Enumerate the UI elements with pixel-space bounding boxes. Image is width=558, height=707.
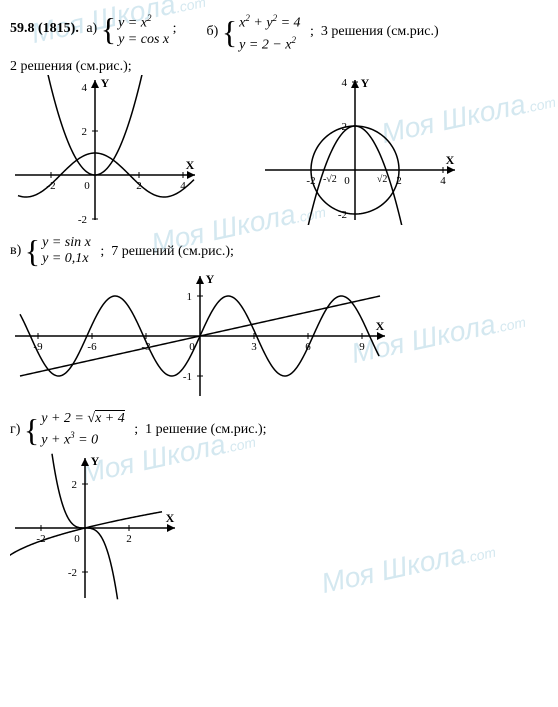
svg-text:0: 0 [74, 533, 80, 545]
part-c-eq1: y = sin x [42, 235, 91, 251]
part-a-eq2: y = cos x [118, 32, 169, 48]
part-d-header: г) { y + 2 = √x + 4 y + x3 = 0 ; 1 решен… [10, 411, 548, 449]
part-d-system: { y + 2 = √x + 4 y + x3 = 0 [24, 411, 125, 449]
brace-icon: { [25, 235, 40, 267]
part-b-header: б) { x2 + y2 = 4 y = 2 − x2 ; 3 решения … [207, 10, 439, 53]
charts-ab: -224-224XY0 -224-224XY0-√2√2 [10, 75, 548, 225]
svg-text:0: 0 [344, 175, 350, 187]
svg-text:Y: Y [91, 454, 100, 468]
svg-text:2: 2 [72, 479, 78, 491]
part-d-label: г) [10, 422, 20, 437]
svg-text:4: 4 [440, 175, 446, 187]
svg-text:4: 4 [342, 77, 348, 89]
part-b-label: б) [207, 24, 219, 39]
part-c-eq2: y = 0,1x [42, 251, 91, 267]
svg-text:-√2: -√2 [323, 174, 337, 185]
row-ab: 59.8 (1815). а) { y = x2 y = cos x ; б) … [10, 10, 548, 53]
svg-text:3: 3 [251, 341, 257, 353]
svg-text:Y: Y [361, 76, 370, 90]
part-d-eq1: y + 2 = √x + 4 [41, 411, 124, 427]
part-b-answer: ; 3 решения (см.рис.) [310, 24, 439, 39]
brace-icon: { [101, 13, 116, 45]
svg-text:-6: -6 [87, 341, 97, 353]
svg-text:-2: -2 [68, 567, 77, 579]
svg-text:Y: Y [206, 272, 215, 286]
semicolon: ; [173, 21, 177, 36]
svg-text:X: X [166, 511, 175, 525]
chart-b: -224-224XY0-√2√2 [260, 75, 460, 225]
part-a-eq1: y = x2 [118, 10, 169, 32]
part-a-header: 59.8 (1815). а) { y = x2 y = cos x ; [10, 10, 177, 48]
part-c-header: в) { y = sin x y = 0,1x ; 7 решений (см.… [10, 235, 548, 267]
part-d-eq2: y + x3 = 0 [41, 427, 124, 449]
svg-text:4: 4 [82, 82, 88, 94]
part-d-answer: ; 1 решение (см.рис.); [134, 422, 266, 437]
brace-icon: { [24, 414, 39, 446]
part-a-answer: 2 решения (см.рис.); [10, 59, 548, 75]
svg-text:Y: Y [101, 76, 110, 90]
part-a-label: а) [86, 21, 97, 36]
svg-text:9: 9 [359, 341, 365, 353]
svg-text:2: 2 [126, 533, 132, 545]
svg-text:0: 0 [84, 180, 90, 192]
part-c-answer: ; 7 решений (см.рис.); [100, 244, 234, 259]
svg-text:√2: √2 [377, 174, 388, 185]
part-a-system: { y = x2 y = cos x [101, 10, 169, 48]
svg-text:X: X [446, 153, 455, 167]
part-c-system: { y = sin x y = 0,1x [25, 235, 91, 267]
svg-text:-1: -1 [183, 371, 192, 383]
brace-icon: { [222, 16, 237, 48]
problem-number: 59.8 (1815). [10, 21, 79, 36]
part-b-eq2: y = 2 − x2 [239, 32, 300, 54]
svg-text:1: 1 [187, 291, 193, 303]
chart-d: -22-22XY0 [10, 453, 180, 603]
svg-text:X: X [376, 319, 385, 333]
part-b-system: { x2 + y2 = 4 y = 2 − x2 [222, 10, 301, 53]
svg-text:2: 2 [82, 126, 88, 138]
svg-text:X: X [186, 158, 195, 172]
part-c-label: в) [10, 244, 21, 259]
part-b-eq1: x2 + y2 = 4 [239, 10, 300, 32]
svg-text:-2: -2 [78, 214, 87, 225]
chart-a: -224-224XY0 [10, 75, 200, 225]
chart-c: -9-6-3369-11XY0 [10, 271, 390, 401]
